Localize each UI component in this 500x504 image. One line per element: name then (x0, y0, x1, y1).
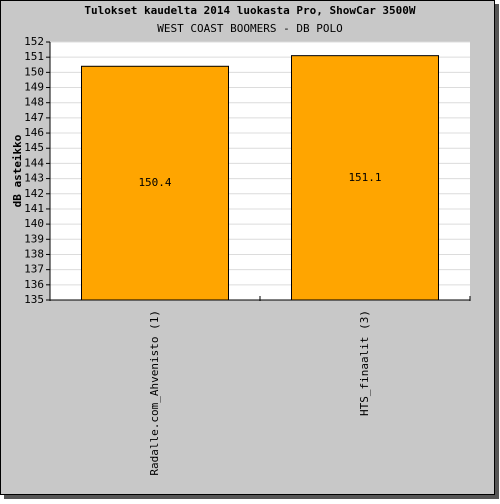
y-tick-label: 148 (24, 96, 44, 109)
y-tick-label: 144 (24, 156, 44, 169)
y-tick-label: 137 (24, 263, 44, 276)
chart-subtitle: WEST COAST BOOMERS - DB POLO (157, 22, 342, 35)
x-tick-label: HTS_finaalit (3) (358, 310, 371, 416)
y-tick-label: 151 (24, 50, 44, 63)
value-label: 150.4 (138, 176, 171, 189)
y-tick-label: 138 (24, 247, 44, 260)
y-tick-label: 143 (24, 172, 44, 185)
y-tick-label: 136 (24, 278, 44, 291)
value-label: 151.1 (348, 171, 381, 184)
x-tick-label: Radalle.com_Ahvenisto (1) (148, 310, 161, 476)
y-axis-label: dB asteikko (11, 134, 24, 207)
y-tick-label: 141 (24, 202, 44, 215)
bar (81, 65, 229, 301)
y-tick-label: 145 (24, 141, 44, 154)
y-tick-label: 142 (24, 187, 44, 200)
chart-title: Tulokset kaudelta 2014 luokasta Pro, Sho… (84, 4, 416, 17)
y-tick-label: 150 (24, 65, 44, 78)
y-tick-label: 146 (24, 126, 44, 139)
y-tick-label: 135 (24, 293, 44, 306)
bar (291, 55, 439, 301)
y-tick-label: 139 (24, 232, 44, 245)
y-tick-label: 140 (24, 217, 44, 230)
y-tick-label: 149 (24, 81, 44, 94)
y-tick-label: 152 (24, 35, 44, 48)
y-tick-label: 147 (24, 111, 44, 124)
